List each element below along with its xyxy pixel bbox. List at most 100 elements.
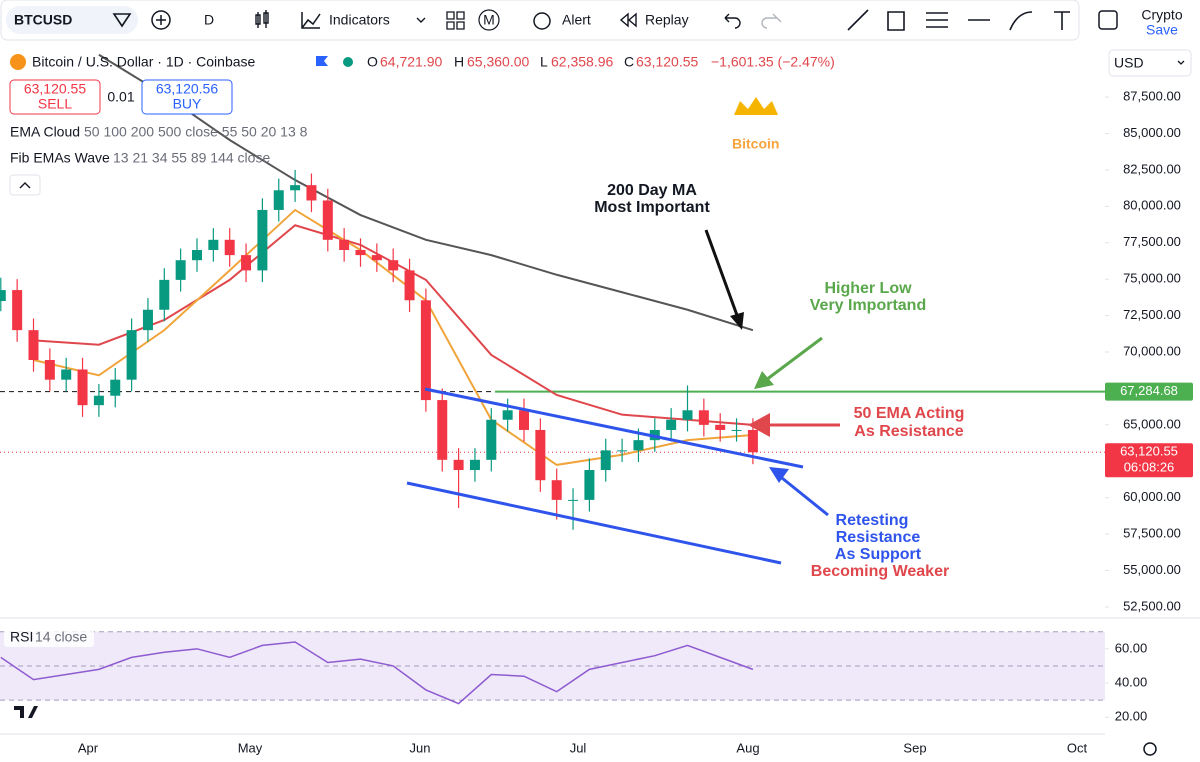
candle-body xyxy=(731,429,742,431)
annotation: Most Important xyxy=(594,199,710,216)
y-tick-label: 85,000.00 xyxy=(1123,125,1181,140)
y-tick-label: 77,500.00 xyxy=(1123,234,1181,249)
arrowhead-red xyxy=(748,413,770,437)
ema-cloud[interactable]: EMA Cloud xyxy=(10,124,80,140)
y-tick-label: 52,500.00 xyxy=(1123,598,1181,613)
logo: Bitcoin xyxy=(732,136,779,152)
rsi-params: 14 close xyxy=(35,629,87,645)
sell-price: 63,120.55 xyxy=(24,81,86,97)
candle-body xyxy=(290,185,301,191)
layout-toggle[interactable] xyxy=(1098,10,1118,30)
x-tick-label: Jul xyxy=(570,740,587,755)
symbol[interactable]: BTCUSD xyxy=(14,12,72,28)
m-label: M xyxy=(483,12,495,28)
candle-body xyxy=(600,450,611,471)
indicators[interactable]: Indicators xyxy=(329,12,390,28)
trendline-lower[interactable] xyxy=(406,481,782,565)
candle-body xyxy=(666,419,677,430)
ema-cloud-params: 50 100 200 500 close 55 50 20 13 8 xyxy=(84,124,308,140)
replay-icon[interactable] xyxy=(619,12,637,28)
level-label: 67,284.68 xyxy=(1120,383,1178,398)
instrument: Bitcoin / U.S. Dollar · 1D · Coinbase xyxy=(32,54,256,70)
x-tick-label: Apr xyxy=(78,740,99,755)
replay[interactable]: Replay xyxy=(645,12,689,28)
candle-body xyxy=(469,459,480,471)
candle-body xyxy=(126,330,137,380)
o-label: O xyxy=(367,54,378,70)
y-tick-label: 55,000.00 xyxy=(1123,562,1181,577)
candle-body xyxy=(339,239,350,251)
add-icon[interactable] xyxy=(151,10,171,30)
tv-logo[interactable] xyxy=(14,706,38,718)
last-tag xyxy=(1105,443,1193,478)
settings[interactable] xyxy=(1143,742,1157,756)
y-tick-label: 57,500.00 xyxy=(1123,526,1181,541)
indicators-icon[interactable] xyxy=(301,12,321,29)
annotation: Very Importand xyxy=(810,297,926,314)
chevron[interactable] xyxy=(416,17,426,23)
fib-emas[interactable]: Fib EMAs Wave xyxy=(10,150,110,166)
annotation: Higher Low xyxy=(824,280,912,297)
arrowhead-green xyxy=(754,371,774,389)
candle-body xyxy=(110,379,121,396)
interval[interactable]: D xyxy=(204,12,214,28)
flag[interactable] xyxy=(316,56,328,66)
x-tick-label: Aug xyxy=(736,740,759,755)
candle-body xyxy=(388,260,399,271)
redo[interactable] xyxy=(761,13,782,29)
candle-body xyxy=(44,360,55,380)
h-label: H xyxy=(454,54,464,70)
candle-body xyxy=(551,480,562,500)
candle-body xyxy=(159,279,170,310)
x-tick-label: Sep xyxy=(903,740,926,755)
save[interactable]: Save xyxy=(1146,22,1178,38)
y-tick-label: 65,000.00 xyxy=(1123,416,1181,431)
drawing-tools[interactable] xyxy=(847,9,1070,31)
moving-average xyxy=(33,208,753,466)
m-circle[interactable] xyxy=(478,9,500,31)
buy-price: 63,120.56 xyxy=(156,81,218,97)
undo[interactable] xyxy=(724,13,741,29)
symbol-box[interactable] xyxy=(6,6,138,34)
trendline-upper[interactable] xyxy=(424,387,804,469)
collapse-button[interactable] xyxy=(9,174,41,196)
annotation: Retesting xyxy=(836,512,909,529)
alert-icon[interactable] xyxy=(533,12,551,30)
candle-body xyxy=(519,410,529,430)
currency-caret xyxy=(1177,60,1185,65)
caret xyxy=(19,182,31,189)
annotation: Becoming Weaker xyxy=(811,563,949,580)
candle-body xyxy=(257,209,268,271)
buy-button[interactable] xyxy=(141,79,233,115)
rsi-tick-label: 40.00 xyxy=(1115,675,1148,690)
candle-body xyxy=(568,499,579,501)
crypto[interactable]: Crypto xyxy=(1141,7,1182,23)
countdown: 06:08:26 xyxy=(1124,460,1175,475)
candle-body xyxy=(61,369,72,380)
candle-body xyxy=(306,185,317,201)
annotation: As Resistance xyxy=(854,423,963,440)
y-tick-label: 75,000.00 xyxy=(1123,271,1181,286)
compare-icon[interactable] xyxy=(112,13,132,28)
sell-button[interactable] xyxy=(9,79,101,115)
rsi-line xyxy=(0,641,754,705)
arrowhead-black xyxy=(730,312,744,330)
level-tag xyxy=(1105,382,1193,401)
spread: 0.01 xyxy=(107,89,134,105)
candle-body xyxy=(584,470,595,500)
layouts-icon[interactable] xyxy=(446,11,465,30)
annotation: Resistance xyxy=(836,529,921,546)
x-tick-label: Jun xyxy=(410,740,431,755)
y-tick-label: 80,000.00 xyxy=(1123,198,1181,213)
candle-body xyxy=(747,429,758,453)
rsi-legend-box xyxy=(4,627,94,647)
currency-box[interactable] xyxy=(1108,49,1192,77)
alert[interactable]: Alert xyxy=(562,12,591,28)
market-status xyxy=(343,57,353,67)
arrowhead-blue xyxy=(769,467,789,483)
candle-body xyxy=(502,410,513,420)
currency[interactable]: USD xyxy=(1114,55,1144,71)
chart-type-icon[interactable] xyxy=(255,10,269,28)
l-label: L xyxy=(540,54,548,70)
